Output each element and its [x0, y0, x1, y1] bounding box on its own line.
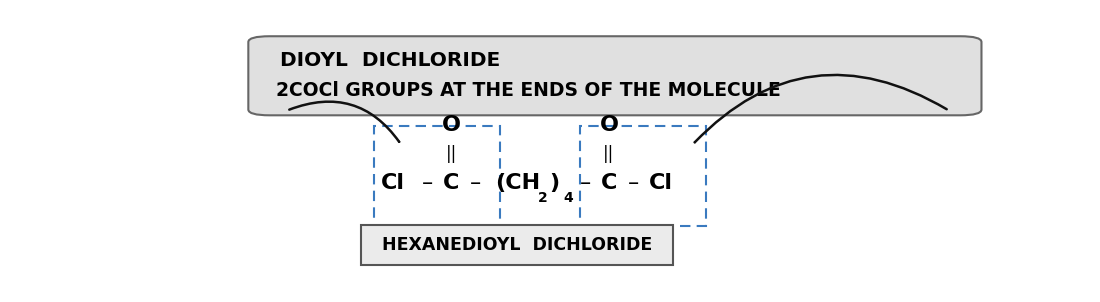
Text: –: – [470, 173, 481, 193]
FancyBboxPatch shape [361, 225, 673, 265]
Text: DIOYL  DICHLORIDE: DIOYL DICHLORIDE [279, 51, 500, 70]
Text: –: – [421, 173, 433, 193]
Text: 2COCl GROUPS AT THE ENDS OF THE MOLECULE: 2COCl GROUPS AT THE ENDS OF THE MOLECULE [276, 81, 781, 100]
Text: ||: || [603, 145, 615, 163]
Text: –: – [628, 173, 639, 193]
Text: O: O [442, 114, 461, 135]
Text: ): ) [549, 173, 560, 193]
Text: O: O [600, 114, 618, 135]
Text: (CH: (CH [495, 173, 541, 193]
Text: HEXANEDIOYL  DICHLORIDE: HEXANEDIOYL DICHLORIDE [382, 236, 652, 254]
Text: 4: 4 [563, 191, 573, 205]
FancyArrowPatch shape [695, 75, 947, 142]
Text: C: C [443, 173, 460, 193]
FancyBboxPatch shape [249, 36, 981, 115]
Text: C: C [601, 173, 617, 193]
Text: 2: 2 [538, 191, 548, 205]
Text: –: – [580, 173, 591, 193]
Text: Cl: Cl [381, 173, 405, 193]
Text: Cl: Cl [649, 173, 673, 193]
Text: ||: || [446, 145, 456, 163]
FancyArrowPatch shape [289, 102, 399, 142]
